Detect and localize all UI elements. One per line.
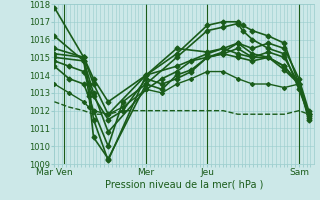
X-axis label: Pression niveau de la mer( hPa ): Pression niveau de la mer( hPa ) [105,180,263,190]
